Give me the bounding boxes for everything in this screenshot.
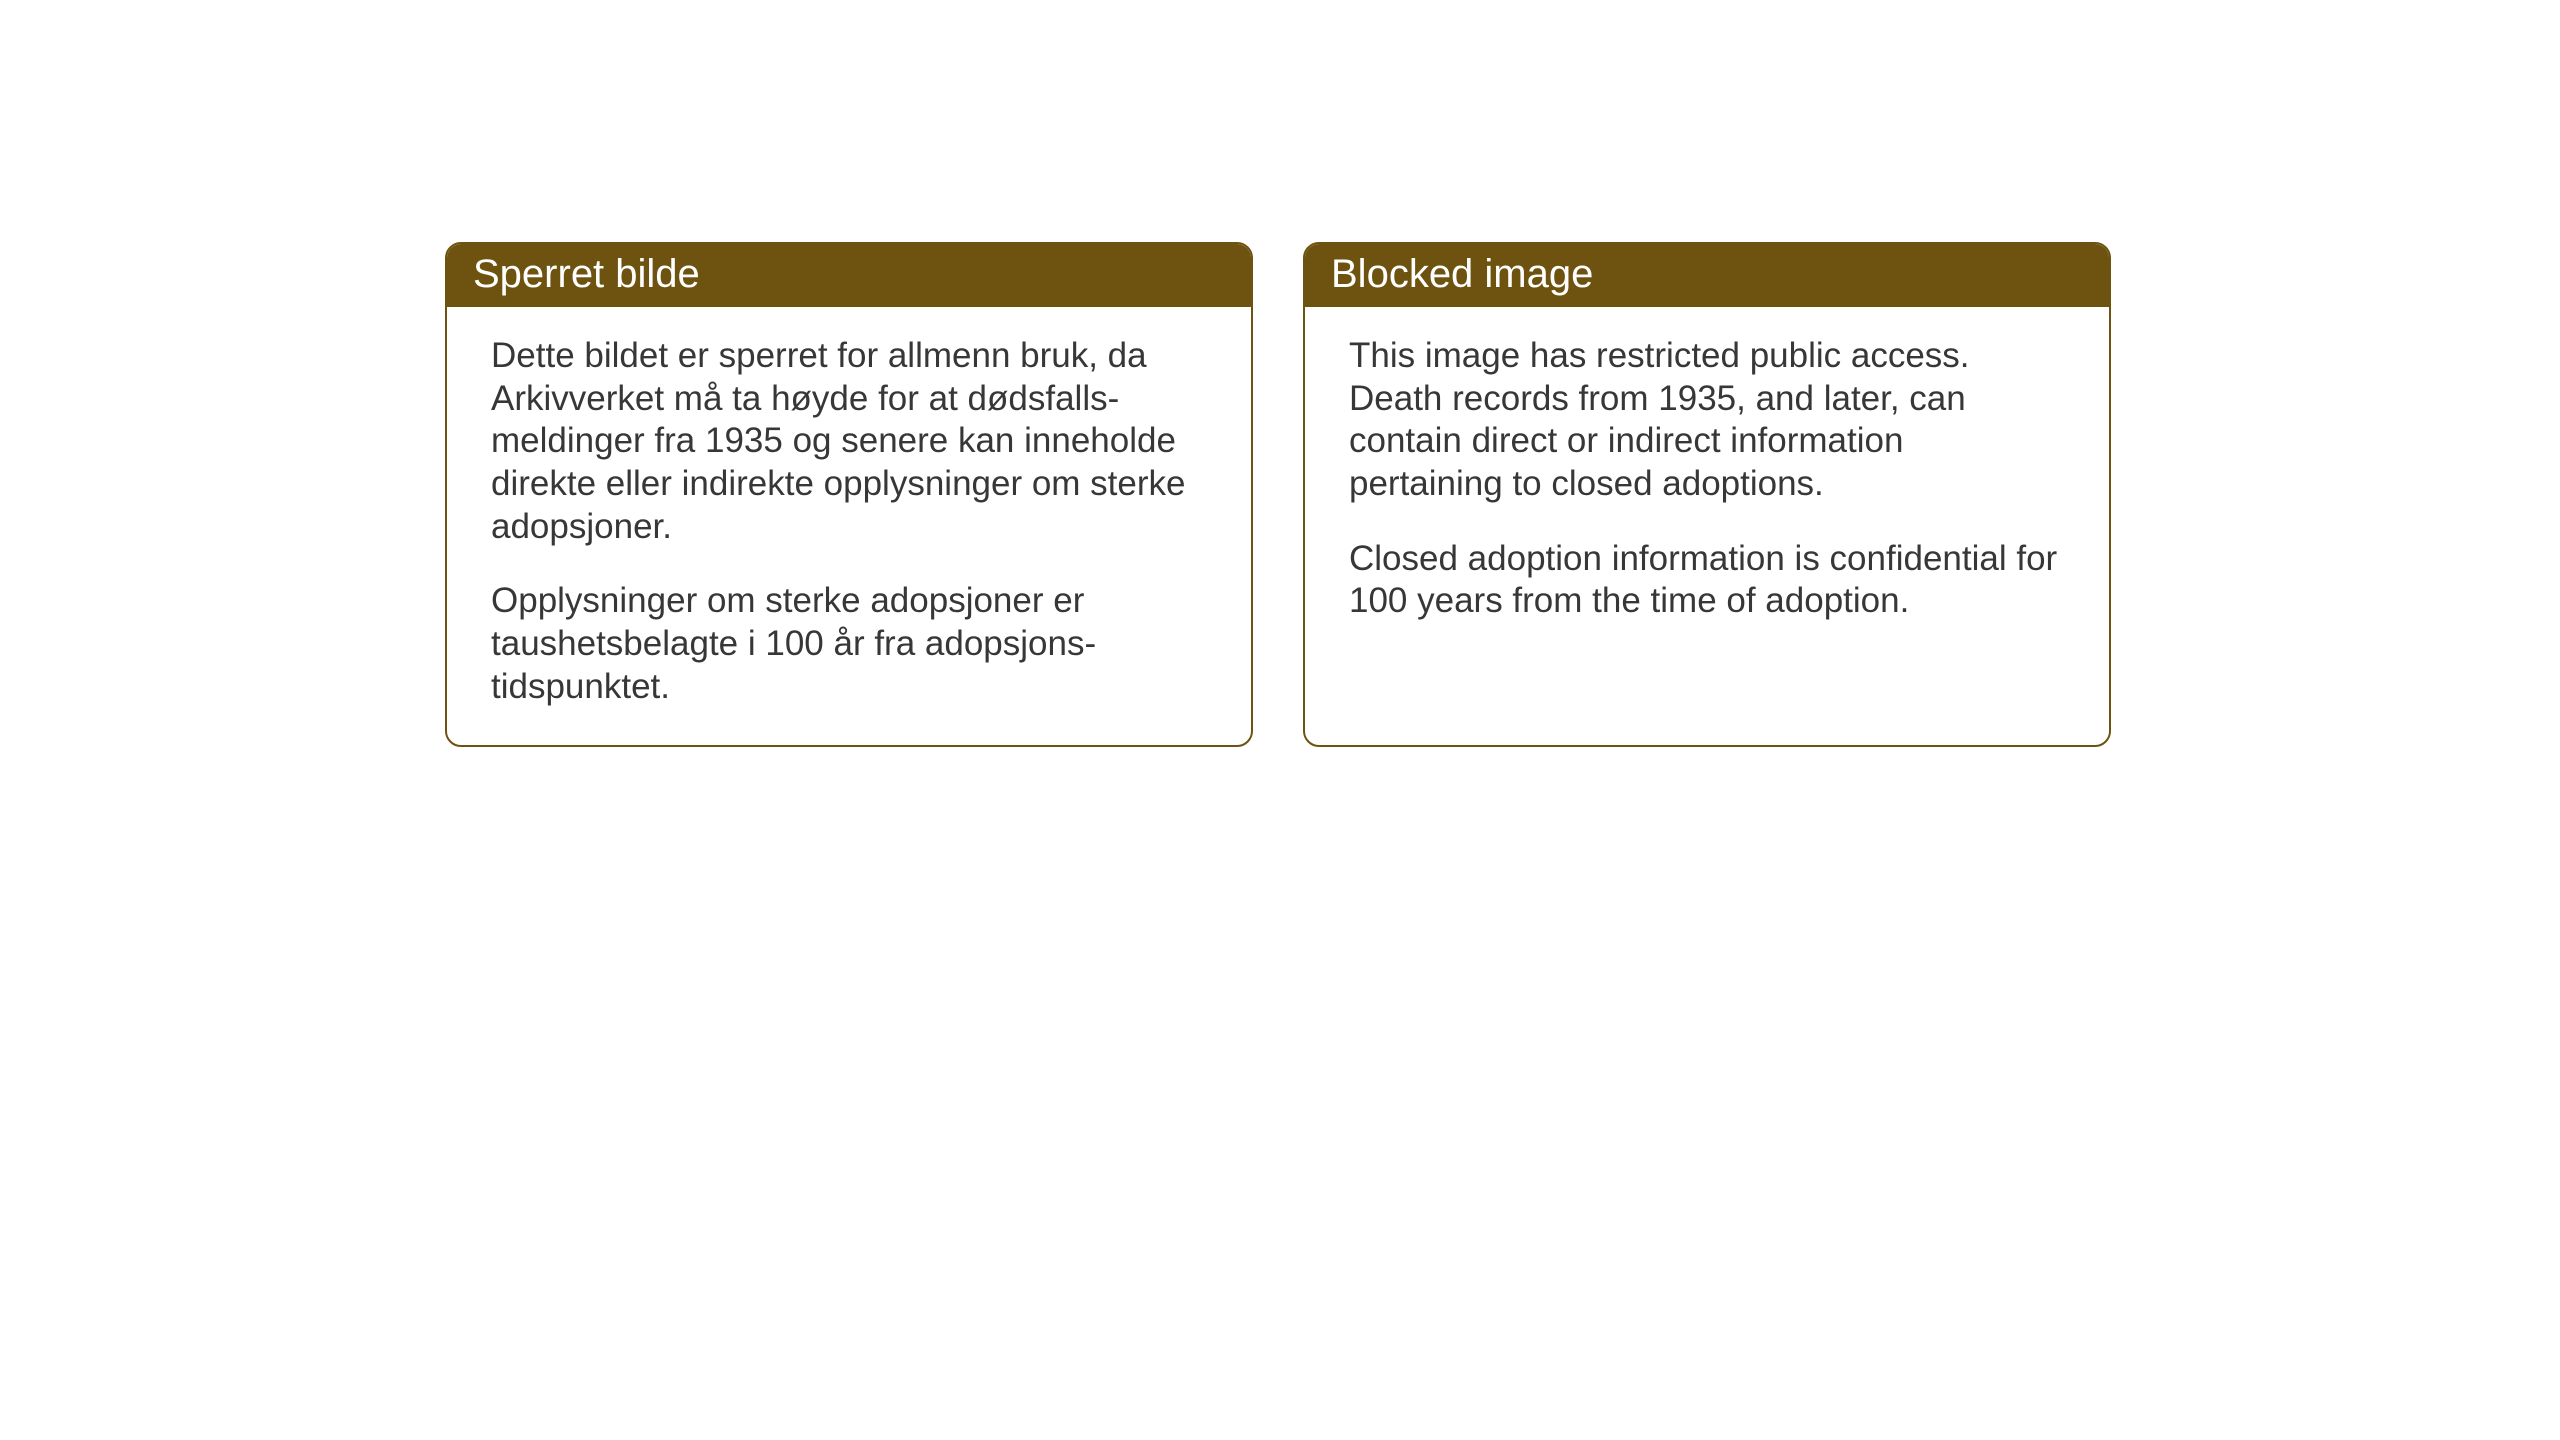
english-card-title: Blocked image — [1331, 252, 1593, 296]
norwegian-card-body: Dette bildet er sperret for allmenn bruk… — [447, 307, 1251, 745]
norwegian-paragraph-2: Opplysninger om sterke adopsjoner er tau… — [491, 580, 1207, 708]
english-paragraph-1: This image has restricted public access.… — [1349, 335, 2065, 506]
english-card-header: Blocked image — [1305, 244, 2109, 307]
norwegian-card-title: Sperret bilde — [473, 252, 700, 296]
english-card-body: This image has restricted public access.… — [1305, 307, 2109, 745]
notice-cards-container: Sperret bilde Dette bildet er sperret fo… — [445, 242, 2111, 747]
norwegian-paragraph-1: Dette bildet er sperret for allmenn bruk… — [491, 335, 1207, 548]
norwegian-notice-card: Sperret bilde Dette bildet er sperret fo… — [445, 242, 1253, 747]
english-paragraph-2: Closed adoption information is confident… — [1349, 538, 2065, 623]
english-notice-card: Blocked image This image has restricted … — [1303, 242, 2111, 747]
norwegian-card-header: Sperret bilde — [447, 244, 1251, 307]
